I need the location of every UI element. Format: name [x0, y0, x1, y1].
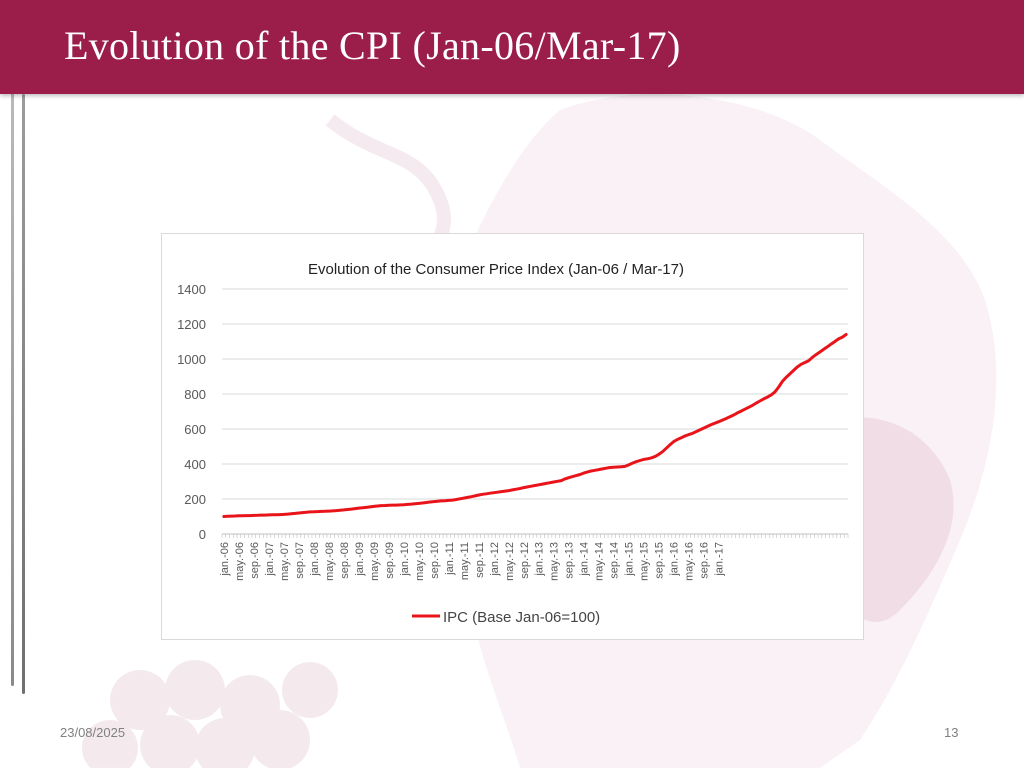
- cpi-line-chart: Evolution of the Consumer Price Index (J…: [177, 261, 849, 626]
- side-decor-line: [11, 44, 14, 686]
- x-tick-label: sep.-08: [339, 542, 351, 579]
- x-tick-label: sep.-06: [249, 542, 261, 579]
- chart-title: Evolution of the Consumer Price Index (J…: [308, 261, 684, 278]
- x-tick-label: may.-14: [594, 542, 606, 581]
- x-tick-label: may.-09: [369, 542, 381, 581]
- x-tick-label: jan.-13: [534, 542, 546, 577]
- x-tick-label: may.-15: [639, 542, 651, 581]
- legend: IPC (Base Jan-06=100): [412, 609, 600, 626]
- x-tick-label: may.-13: [549, 542, 561, 581]
- legend-label: IPC (Base Jan-06=100): [443, 609, 600, 626]
- x-tick-label: sep.-13: [564, 542, 576, 579]
- y-tick-label: 400: [184, 457, 206, 472]
- x-tick-label: sep.-14: [609, 542, 621, 579]
- x-tick-label: may.-16: [684, 542, 696, 581]
- y-tick-label: 1000: [177, 352, 206, 367]
- title-bar: Evolution of the CPI (Jan-06/Mar-17): [0, 0, 1024, 94]
- footer-date: 23/08/2025: [60, 725, 126, 740]
- x-tick-label: may.-11: [459, 542, 471, 580]
- series-layer: [222, 333, 848, 518]
- y-tick-label: 800: [184, 387, 206, 402]
- x-tick-label: sep.-07: [294, 542, 306, 579]
- x-tick-label: jan.-17: [714, 542, 726, 577]
- x-tick-label: may.-10: [414, 542, 426, 581]
- y-tick-label: 0: [199, 527, 206, 542]
- x-tick-label: jan.-15: [624, 542, 636, 577]
- x-tick-label: jan.-14: [579, 542, 591, 577]
- y-tick-label: 1200: [177, 317, 206, 332]
- gridlines: [221, 288, 849, 538]
- x-tick-label: may.-07: [279, 542, 291, 581]
- x-tick-label: jan.-10: [399, 542, 411, 577]
- x-tick-label: jan.-08: [309, 542, 321, 577]
- x-tick-label: sep.-15: [654, 542, 666, 579]
- x-tick-label: sep.-09: [384, 542, 396, 579]
- x-tick-label: sep.-11: [474, 542, 486, 578]
- x-tick-label: may.-08: [324, 542, 336, 581]
- y-tick-label: 200: [184, 492, 206, 507]
- side-decor-line-inner: [22, 94, 25, 694]
- x-axis-tick-labels: jan.-06 may.-06 sep.-06 jan.-07 may.-07 sep.-…: [219, 542, 726, 581]
- y-tick-label: 600: [184, 422, 206, 437]
- x-tick-label: may.-12: [504, 542, 516, 581]
- series-line-ipc: [222, 333, 848, 518]
- x-tick-label: jan.-12: [489, 542, 501, 577]
- x-tick-label: sep.-16: [699, 542, 711, 579]
- y-tick-label: 1400: [177, 282, 206, 297]
- page-title: Evolution of the CPI (Jan-06/Mar-17): [64, 23, 681, 68]
- x-tick-label: jan.-16: [669, 542, 681, 577]
- page-number: 13: [944, 725, 959, 740]
- y-axis-tick-labels: 0 200 400 600 800 1000 1200 1400: [177, 282, 206, 542]
- x-tick-label: sep.-12: [519, 542, 531, 579]
- chart-container: Evolution of the Consumer Price Index (J…: [161, 233, 864, 640]
- grapes-watermark: [82, 660, 338, 768]
- x-tick-label: jan.-09: [354, 542, 366, 577]
- x-tick-label: jan.-11: [444, 542, 456, 576]
- x-tick-label: jan.-07: [264, 542, 276, 577]
- x-tick-label: may.-06: [234, 542, 246, 581]
- x-tick-label: jan.-06: [219, 542, 231, 577]
- x-tick-label: sep.-10: [429, 542, 441, 579]
